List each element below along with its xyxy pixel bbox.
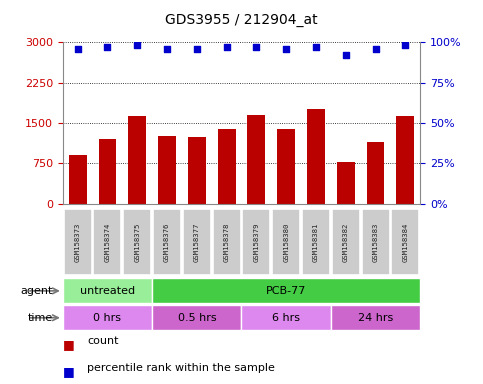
Point (74, 46, 82, 52)
Bar (128, 116, 146, 204)
Point (223, 44, 230, 50)
Point (342, 52, 350, 58)
Bar (367, 142, 384, 204)
Text: count: count (87, 336, 118, 346)
Text: ■: ■ (63, 365, 74, 378)
Bar (63, 305, 152, 330)
Bar (213, 209, 241, 275)
Point (312, 44, 320, 50)
Text: GSM158378: GSM158378 (224, 222, 229, 262)
Text: GSM158379: GSM158379 (254, 222, 259, 262)
Bar (99, 139, 116, 204)
Bar (63, 278, 152, 303)
Bar (242, 305, 331, 330)
Text: GSM158375: GSM158375 (134, 222, 140, 262)
Text: agent: agent (21, 286, 53, 296)
Text: 0 hrs: 0 hrs (94, 313, 121, 323)
Point (133, 42, 141, 48)
Bar (152, 278, 420, 303)
Text: ■: ■ (63, 338, 74, 351)
Bar (153, 209, 181, 275)
Bar (332, 209, 360, 275)
Text: GSM158383: GSM158383 (372, 222, 379, 262)
Bar (277, 129, 295, 204)
Bar (123, 209, 151, 275)
Bar (362, 209, 389, 275)
Text: GSM158384: GSM158384 (402, 222, 408, 262)
Text: GDS3955 / 212904_at: GDS3955 / 212904_at (165, 13, 318, 27)
Bar (247, 115, 265, 204)
Point (193, 46, 201, 52)
Bar (337, 162, 355, 204)
Point (401, 42, 409, 48)
Text: GSM158373: GSM158373 (75, 222, 81, 262)
Bar (158, 136, 176, 204)
Bar (152, 305, 242, 330)
Bar (391, 209, 419, 275)
Bar (307, 109, 325, 204)
Bar (183, 209, 211, 275)
Bar (331, 305, 420, 330)
Bar (272, 209, 300, 275)
Text: GSM158377: GSM158377 (194, 222, 200, 262)
Text: percentile rank within the sample: percentile rank within the sample (87, 363, 275, 373)
Point (253, 44, 260, 50)
Text: 24 hrs: 24 hrs (358, 313, 393, 323)
Text: GSM158380: GSM158380 (283, 222, 289, 262)
Text: 0.5 hrs: 0.5 hrs (178, 313, 216, 323)
Bar (218, 129, 236, 204)
Point (282, 46, 290, 52)
Point (104, 44, 112, 50)
Point (372, 46, 380, 52)
Text: GSM158376: GSM158376 (164, 222, 170, 262)
Text: time: time (28, 313, 53, 323)
Bar (188, 137, 206, 204)
Bar (242, 209, 270, 275)
Text: GSM158374: GSM158374 (104, 222, 111, 262)
Bar (69, 155, 86, 204)
Text: PCB-77: PCB-77 (266, 286, 306, 296)
Text: 6 hrs: 6 hrs (272, 313, 300, 323)
Bar (64, 209, 92, 275)
Text: GSM158382: GSM158382 (343, 222, 349, 262)
Bar (397, 116, 414, 204)
Text: GSM158381: GSM158381 (313, 222, 319, 262)
Bar (94, 209, 121, 275)
Bar (302, 209, 330, 275)
Text: untreated: untreated (80, 286, 135, 296)
Point (163, 46, 171, 52)
